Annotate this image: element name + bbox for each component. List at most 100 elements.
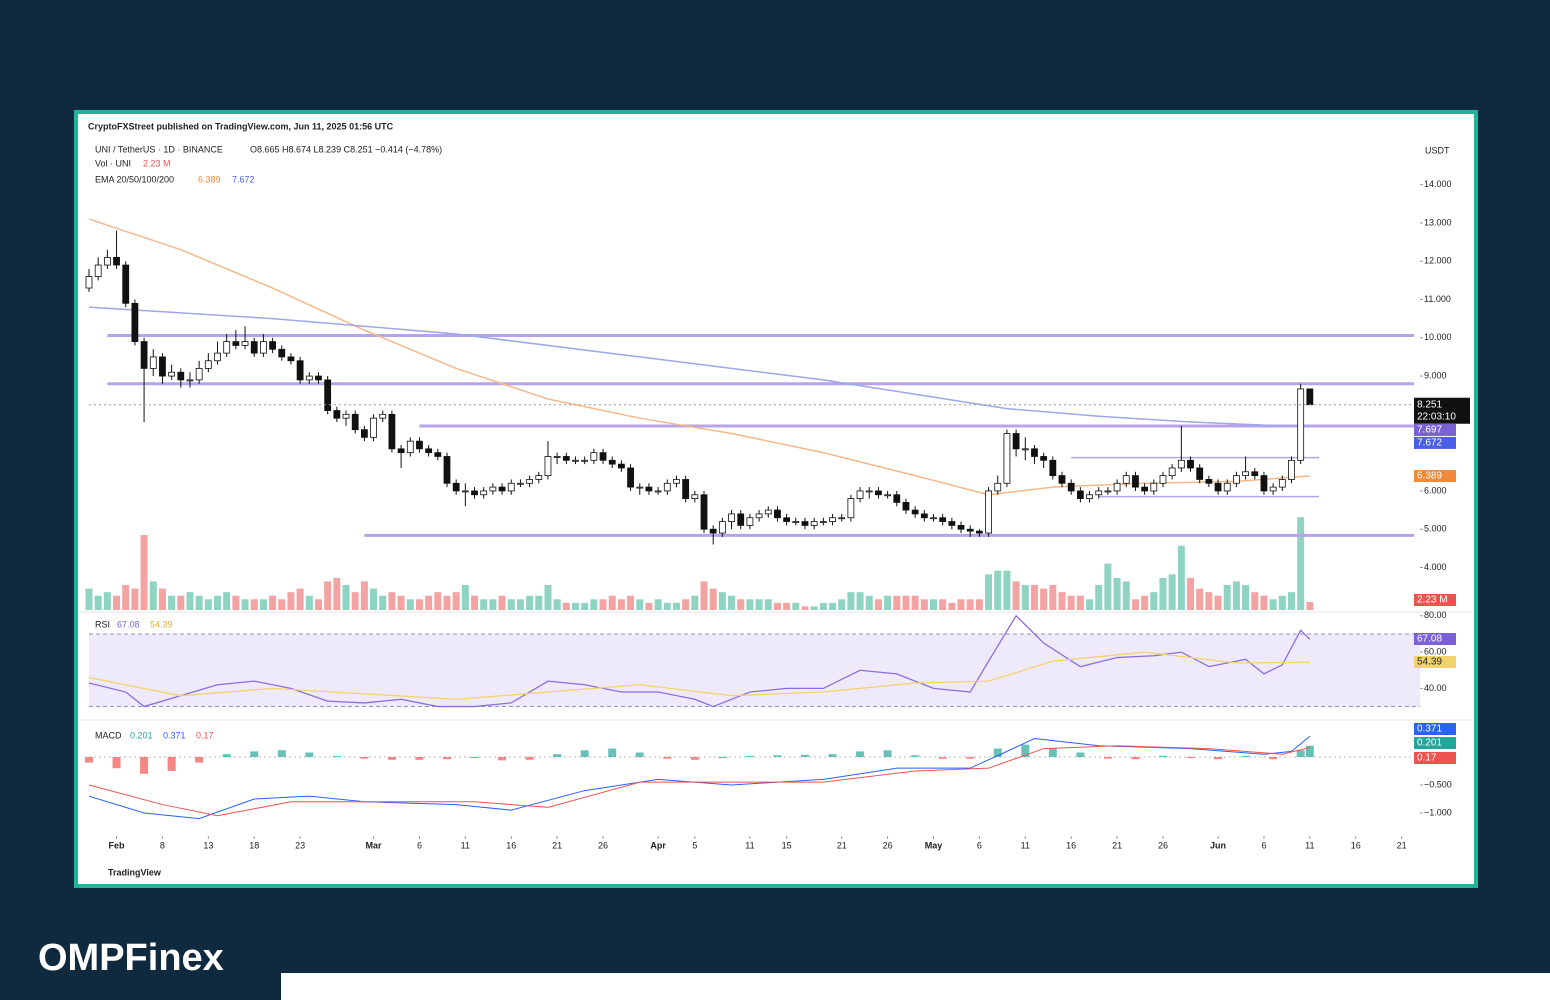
x-tick-label: 16: [1351, 840, 1361, 850]
candle-body: [140, 341, 148, 369]
volume-bar: [966, 599, 974, 610]
candle-body: [893, 494, 901, 503]
volume-bar: [948, 602, 956, 610]
candle-body: [342, 413, 350, 419]
volume-bar: [682, 599, 690, 610]
macd-hist: [1021, 744, 1030, 757]
candle-body: [755, 513, 763, 519]
volume-bar: [259, 599, 267, 610]
candle-body: [471, 490, 478, 496]
candle-body: [975, 530, 983, 534]
macd-signal-tag: 0.17: [1417, 753, 1437, 764]
volume-bar: [388, 592, 396, 610]
volume-bar: [131, 588, 139, 610]
ema-tag: 6.389: [1417, 471, 1442, 482]
volume-bar: [1095, 585, 1103, 610]
chart-frame: [74, 110, 1478, 888]
volume-bar: [113, 595, 121, 610]
volume-bar: [553, 599, 561, 610]
y-tick-label: 80.00: [1424, 610, 1447, 620]
volume-bar: [709, 588, 717, 610]
candle-body: [1086, 494, 1093, 499]
ema-legend-value: 7.672: [232, 174, 255, 184]
candle-body: [691, 494, 699, 499]
volume-bar: [636, 599, 644, 610]
macd-hist: [167, 756, 176, 771]
volume-bar: [663, 602, 671, 610]
candle-body: [1067, 482, 1075, 492]
candle-body: [397, 448, 405, 454]
volume-bar: [985, 574, 993, 610]
volume-bar: [1297, 517, 1305, 610]
candle-body: [654, 490, 662, 493]
volume-bar: [654, 599, 662, 610]
bottom-strip: [281, 973, 1550, 1000]
candle-body: [553, 456, 561, 458]
macd-hist: [553, 754, 562, 757]
x-tick-label: Apr: [650, 840, 666, 850]
candle-body: [1242, 471, 1249, 477]
candle-body: [1177, 459, 1185, 469]
rsi-band: [89, 633, 1420, 707]
volume-bar: [994, 570, 1002, 610]
candle-body: [535, 475, 543, 480]
macd-hist: [580, 750, 589, 757]
volume-bar: [1232, 581, 1240, 610]
volume-bar: [406, 599, 414, 610]
candle-body: [590, 452, 598, 461]
volume-bar: [177, 595, 185, 610]
candle-body: [1159, 475, 1167, 484]
volume-bar: [957, 599, 965, 610]
macd-hist: [828, 754, 837, 757]
macd-hist: [387, 756, 396, 760]
macd-hist-tag: 0.201: [1417, 738, 1442, 749]
macd-hist: [938, 756, 947, 759]
candle-body: [186, 379, 194, 382]
volume-bar: [461, 585, 469, 610]
volume-bar: [902, 595, 910, 610]
candle-body: [498, 486, 506, 492]
volume-value: 2.23 M: [143, 158, 171, 168]
candle-body: [379, 413, 387, 419]
volume-bar: [617, 599, 625, 610]
volume-bar: [627, 595, 635, 610]
volume-bar: [590, 599, 598, 610]
volume-bar: [1067, 595, 1075, 610]
macd-hist: [663, 756, 672, 759]
candle-body: [673, 479, 680, 484]
volume-bar: [801, 606, 809, 610]
volume-bar: [810, 606, 818, 610]
volume-tag: 2.23 M: [1417, 595, 1448, 606]
volume-bar: [718, 592, 726, 610]
y-tick-label: 11.000: [1424, 294, 1451, 304]
volume-bar: [1003, 570, 1011, 610]
candle-body: [425, 448, 433, 454]
x-tick-label: 11: [1305, 840, 1314, 850]
macd-hist: [635, 752, 644, 757]
x-tick-label: Feb: [109, 840, 126, 850]
x-tick-label: May: [925, 840, 943, 850]
candle-body: [214, 352, 221, 362]
x-tick-label: 18: [249, 840, 259, 850]
volume-bar: [526, 595, 534, 610]
volume-bar: [471, 595, 479, 610]
x-tick-label: 11: [461, 840, 470, 850]
candle-body: [948, 521, 956, 526]
x-tick-label: 15: [782, 840, 792, 850]
candle-body: [122, 264, 130, 304]
volume-bar: [700, 581, 708, 610]
rsi-tag: 67.08: [1417, 634, 1442, 645]
candle-body: [1187, 459, 1194, 469]
x-tick-label: 26: [598, 840, 608, 850]
volume-bar: [241, 599, 249, 610]
candle-body: [517, 482, 524, 485]
volume-bar: [324, 581, 332, 610]
candle-body: [333, 410, 341, 419]
candle-body: [1095, 490, 1103, 496]
candle-body: [939, 517, 947, 522]
y-tick-label: 6.000: [1424, 485, 1447, 495]
candle-body: [838, 517, 846, 520]
candle-body: [195, 368, 203, 381]
volume-bar: [1150, 592, 1158, 610]
candle-body: [85, 276, 93, 289]
